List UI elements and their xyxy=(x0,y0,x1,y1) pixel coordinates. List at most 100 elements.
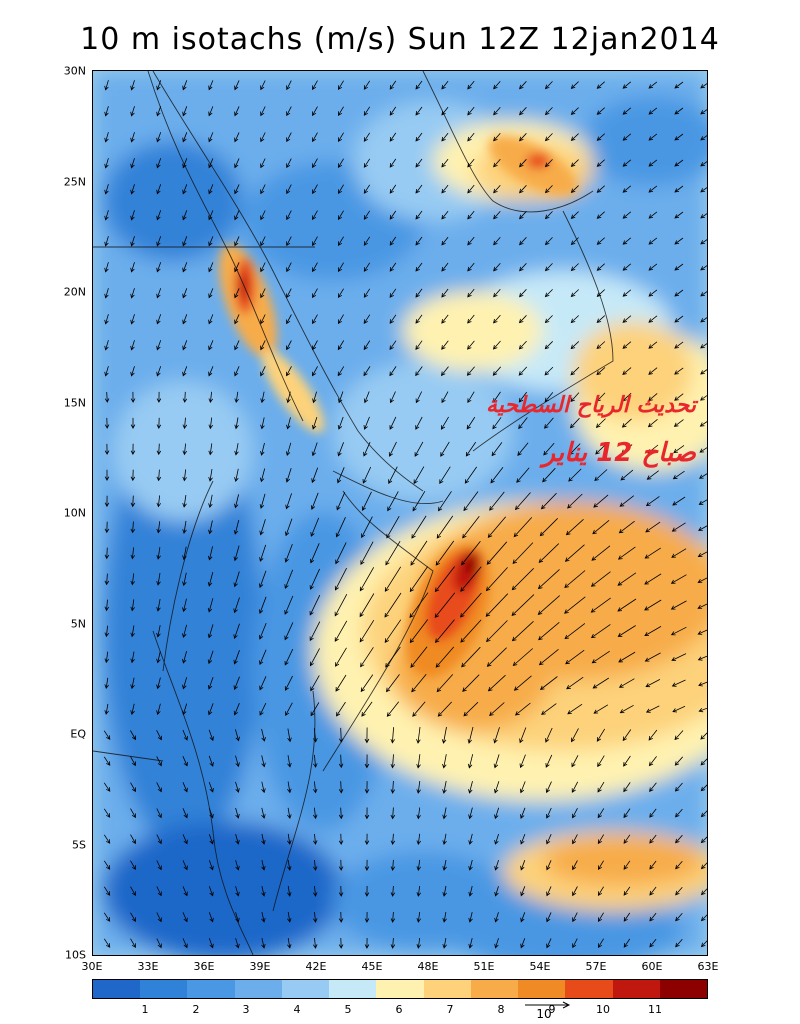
wind-vector xyxy=(389,184,397,194)
wind-vector xyxy=(182,860,188,871)
wind-vector xyxy=(363,184,371,194)
wind-vector xyxy=(312,132,318,143)
wind-vector xyxy=(593,494,609,508)
wind-vector xyxy=(156,756,162,767)
wind-vector xyxy=(617,572,637,586)
wind-vector xyxy=(674,315,684,323)
wind-vector xyxy=(414,441,424,457)
wind-vector xyxy=(208,314,214,325)
wind-vector xyxy=(312,288,318,299)
wind-vector xyxy=(541,703,557,715)
wind-vector xyxy=(597,834,605,845)
wind-vector xyxy=(519,263,527,272)
wind-vector xyxy=(490,466,504,484)
wind-vector xyxy=(411,674,427,693)
wind-vector xyxy=(442,780,447,794)
wind-vector xyxy=(570,366,580,376)
wind-vector xyxy=(513,517,533,538)
wind-vector xyxy=(435,540,455,566)
wind-vector xyxy=(233,571,240,588)
wind-vector xyxy=(468,938,473,949)
wind-vector xyxy=(434,619,455,644)
wind-vector xyxy=(570,263,579,272)
wind-vector xyxy=(312,833,318,845)
wind-vector xyxy=(518,340,527,350)
wind-vector xyxy=(156,703,161,716)
wind-vector xyxy=(675,938,683,948)
wind-vector xyxy=(674,159,684,167)
wind-vector xyxy=(287,833,292,845)
wind-vector xyxy=(338,807,344,820)
reference-vector-label: 10 xyxy=(536,1007,552,1021)
wind-vector xyxy=(596,107,605,115)
wind-vector xyxy=(546,886,552,897)
wind-vector xyxy=(485,567,508,592)
wind-vector xyxy=(261,938,266,949)
wind-vector xyxy=(363,391,370,404)
wind-vector xyxy=(260,391,265,404)
wind-vector xyxy=(130,703,135,716)
wind-vector xyxy=(649,860,657,870)
wind-vector xyxy=(182,80,188,91)
wind-vector xyxy=(593,704,609,714)
wind-vector xyxy=(697,629,707,635)
wind-vector xyxy=(569,443,581,455)
wind-vector xyxy=(156,860,162,871)
wind-vector xyxy=(338,781,344,794)
wind-vector xyxy=(390,780,396,794)
wind-vector xyxy=(596,392,606,402)
wind-vector xyxy=(261,807,266,819)
wind-vector xyxy=(156,391,162,403)
wind-vector xyxy=(622,263,632,271)
wind-vector xyxy=(207,624,214,639)
wind-vector xyxy=(260,158,266,169)
wind-vector xyxy=(363,441,371,457)
wind-vector xyxy=(415,210,423,220)
wind-vector xyxy=(416,911,422,923)
wind-vector xyxy=(519,185,527,194)
colorbar-label: 9 xyxy=(548,1003,556,1016)
wind-vector xyxy=(287,859,292,871)
wind-vector xyxy=(649,938,657,948)
wind-vector xyxy=(568,468,582,482)
wind-vector xyxy=(208,494,213,509)
wind-vector xyxy=(182,912,188,923)
wind-vector xyxy=(261,912,266,923)
wind-vector xyxy=(312,937,318,949)
wind-vector xyxy=(648,341,658,349)
wind-vector xyxy=(649,834,657,844)
wind-vector xyxy=(486,647,507,667)
wind-vector xyxy=(673,419,684,427)
wind-vector xyxy=(517,442,529,456)
wind-vector xyxy=(364,885,370,897)
wind-vector xyxy=(565,519,584,536)
wind-vector xyxy=(103,782,111,792)
wind-vector xyxy=(233,597,240,614)
wind-vector xyxy=(103,860,111,870)
wind-vector xyxy=(361,701,373,717)
wind-vector xyxy=(389,262,397,272)
wind-vector xyxy=(441,158,449,168)
wind-vector xyxy=(441,262,449,272)
wind-vector xyxy=(182,288,188,299)
wind-vector xyxy=(672,705,686,713)
wind-vector xyxy=(462,674,480,692)
wind-vector xyxy=(182,624,187,639)
wind-vector xyxy=(597,860,604,871)
wind-vector xyxy=(415,132,423,142)
wind-vector xyxy=(338,833,344,846)
wind-vector xyxy=(336,701,346,717)
wind-vector xyxy=(104,132,109,143)
wind-vector xyxy=(442,885,447,897)
wind-vector xyxy=(104,495,110,508)
wind-vector xyxy=(130,599,135,612)
wind-vector xyxy=(390,885,396,897)
wind-vector xyxy=(597,808,605,819)
wind-vector xyxy=(286,340,292,351)
wind-vector xyxy=(310,543,320,564)
wind-vector xyxy=(156,417,162,430)
wind-vector xyxy=(647,444,659,454)
wind-vector xyxy=(597,938,604,949)
wind-vector xyxy=(622,133,632,141)
wind-vector xyxy=(156,495,162,508)
